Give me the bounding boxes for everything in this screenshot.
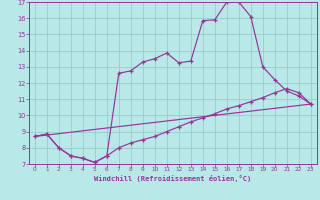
X-axis label: Windchill (Refroidissement éolien,°C): Windchill (Refroidissement éolien,°C) <box>94 175 252 182</box>
